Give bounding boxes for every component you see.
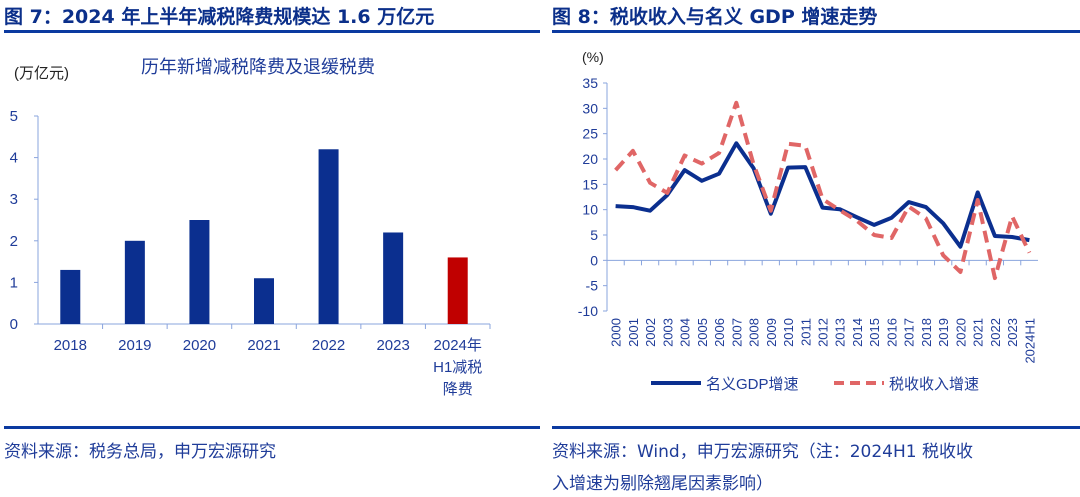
x-tick-label: 2007	[729, 318, 744, 347]
y-tick-label: 5	[10, 108, 18, 125]
x-tick-label: 2024H1	[1022, 318, 1037, 364]
x-tick-label: 2024年	[434, 337, 482, 354]
x-tick-label: 2020	[953, 318, 968, 347]
y-tick-label: 2	[10, 233, 18, 250]
header-rule	[552, 30, 1080, 33]
footer-rule	[4, 426, 540, 429]
x-tick-label: 2011	[798, 318, 813, 346]
x-tick-label: 2022	[312, 337, 345, 354]
bar-2023	[383, 232, 404, 324]
x-tick-label: 2010	[781, 318, 796, 347]
x-tick-label: 2016	[884, 318, 899, 347]
left-panel: 图 7：2024 年上半年减税降费规模达 1.6 万亿元 历年新增减税降费及退缓…	[4, 6, 540, 462]
bar-2020	[189, 220, 210, 324]
series-line-gdp	[615, 141, 1030, 249]
footer-rule	[552, 426, 1080, 429]
x-tick-label: H1减税	[433, 359, 482, 376]
y-axis-unit: (%)	[582, 49, 604, 65]
y-tick-label: 35	[582, 75, 598, 91]
x-tick-label: 2008	[747, 318, 762, 347]
y-tick-label: 3	[10, 191, 18, 208]
series-line-tax	[614, 100, 1032, 281]
y-tick-label: 0	[10, 316, 18, 333]
x-tick-label: 2005	[695, 318, 710, 347]
x-tick-label: 2018	[54, 337, 87, 354]
x-tick-label: 2019	[118, 337, 151, 354]
figure-8-header: 图 8：税收收入与名义 GDP 增速走势	[552, 6, 878, 28]
source-text: 资料来源：税务总局，申万宏源研究	[4, 442, 276, 462]
y-tick-label: -10	[578, 303, 598, 319]
source-text-line-2: 入增速为剔除翘尾因素影响）	[552, 474, 773, 494]
x-tick-label: 2021	[247, 337, 280, 354]
bar-2022	[318, 149, 339, 324]
x-tick-label: 2014	[850, 318, 865, 347]
y-tick-label: 5	[590, 227, 598, 243]
x-tick-label: 2003	[660, 318, 675, 347]
bar-2024年H1减税降费	[447, 257, 468, 324]
legend-label: 税收收入增速	[889, 376, 979, 393]
y-tick-label: 4	[10, 150, 18, 167]
chart-title: 历年新增减税降费及退缓税费	[141, 57, 375, 77]
y-axis-unit: (万亿元)	[14, 65, 69, 82]
x-tick-label: 2001	[626, 318, 641, 347]
x-tick-label: 2017	[902, 318, 917, 347]
legend-label: 名义GDP增速	[706, 376, 799, 393]
x-tick-label: 2021	[971, 318, 986, 347]
x-tick-label: 2006	[712, 318, 727, 347]
figure-7-header: 图 7：2024 年上半年减税降费规模达 1.6 万亿元	[4, 6, 435, 28]
x-tick-label: 2022	[988, 318, 1003, 347]
x-tick-label: 2000	[609, 318, 624, 347]
x-tick-label: 2015	[867, 318, 882, 347]
y-tick-label: 20	[582, 151, 598, 167]
x-tick-label: 2018	[919, 318, 934, 347]
right-panel: 图 8：税收收入与名义 GDP 增速走势 (%) -10 -5 0 5 10 15 20 25 3…	[548, 0, 1080, 497]
x-tick-label: 降费	[443, 381, 473, 398]
bar-chart: 历年新增减税降费及退缓税费 (万亿元) 0 1 2 3 4 5 2018 2019 2020 2021…	[10, 57, 491, 398]
x-tick-label: 2023	[376, 337, 409, 354]
x-tick-label: 2013	[833, 318, 848, 347]
y-tick-label: 10	[582, 202, 598, 218]
x-tick-label: 2012	[816, 318, 831, 347]
y-tick-label: 25	[582, 126, 598, 142]
x-tick-label: 2019	[936, 318, 951, 347]
y-tick-label: 1	[10, 274, 18, 291]
bar-2019	[124, 240, 145, 324]
bar-2021	[254, 278, 274, 324]
y-tick-label: 15	[582, 176, 598, 192]
bar-2018	[60, 269, 81, 324]
x-tick-label: 2020	[183, 337, 216, 354]
source-text-line-1: 资料来源：Wind，申万宏源研究（注：2024H1 税收收	[552, 442, 973, 462]
x-tick-label: 2023	[1005, 318, 1020, 347]
y-tick-label: -5	[586, 278, 599, 294]
header-rule	[4, 30, 540, 33]
x-tick-label: 2002	[643, 318, 658, 347]
x-tick-label: 2004	[678, 318, 693, 347]
y-tick-label: 0	[590, 252, 598, 268]
y-tick-label: 30	[582, 100, 598, 116]
x-tick-label: 2009	[764, 318, 779, 347]
